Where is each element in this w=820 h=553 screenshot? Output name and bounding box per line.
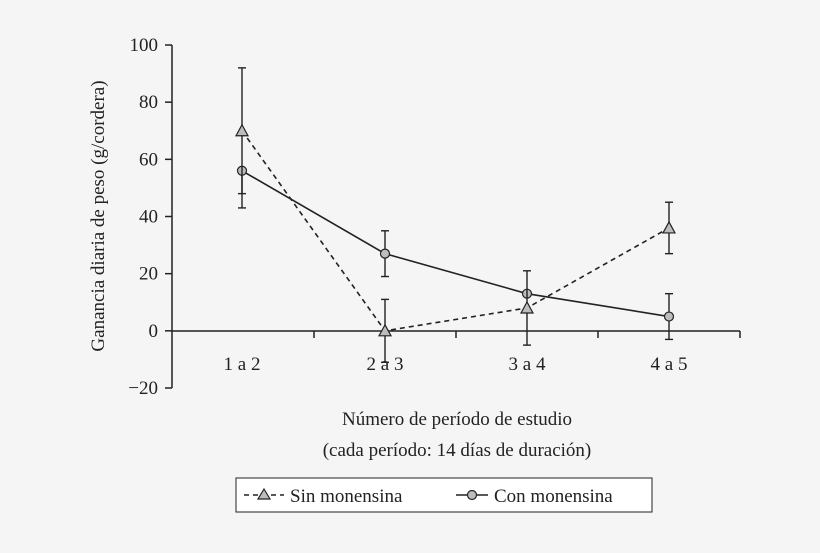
y-axis-label: Ganancia diaria de peso (g/cordera) <box>88 80 109 351</box>
series-line <box>241 130 670 332</box>
y-tick-label: 60 <box>139 149 158 170</box>
triangle-marker-icon <box>256 487 272 500</box>
series-sin-monensina <box>234 67 677 363</box>
series-line <box>241 170 670 318</box>
data-point-triangle <box>519 300 535 314</box>
legend: Sin monensina Con monensina <box>235 477 653 513</box>
series-con-monensina <box>236 165 675 341</box>
y-axis-ticks: 100 80 60 40 20 0 −20 <box>128 35 172 399</box>
x-axis-label: Número de período de estudio <box>342 409 572 430</box>
data-point-triangle <box>661 220 677 234</box>
legend-label-sin: Sin monensina <box>290 486 403 507</box>
y-tick-label: 40 <box>139 207 158 228</box>
x-tick-label: 4 a 5 <box>651 354 688 375</box>
x-tick-label: 2 a 3 <box>367 354 404 375</box>
legend-label-con: Con monensina <box>494 486 613 507</box>
y-tick-label: 80 <box>139 92 158 113</box>
x-axis-ticks: 1 a 2 2 a 3 3 a 4 4 a 5 <box>224 331 741 375</box>
legend-item-sin-monensina: Sin monensina <box>244 486 403 507</box>
x-axis-sublabel: (cada período: 14 días de duración) <box>323 440 592 461</box>
data-point-circle <box>663 311 675 322</box>
x-tick-label: 1 a 2 <box>224 354 261 375</box>
y-tick-label: 0 <box>149 321 159 342</box>
series-layer <box>234 67 677 363</box>
data-point-circle <box>379 248 391 259</box>
data-point-triangle <box>234 123 250 137</box>
data-point-triangle <box>377 323 393 337</box>
y-tick-label: 20 <box>139 264 158 285</box>
y-tick-label: 100 <box>130 35 159 56</box>
legend-box <box>235 477 653 513</box>
legend-item-con-monensina: Con monensina <box>456 486 613 507</box>
y-tick-label: −20 <box>128 378 158 399</box>
circle-marker-icon <box>466 489 478 501</box>
x-tick-label: 3 a 4 <box>509 354 546 375</box>
